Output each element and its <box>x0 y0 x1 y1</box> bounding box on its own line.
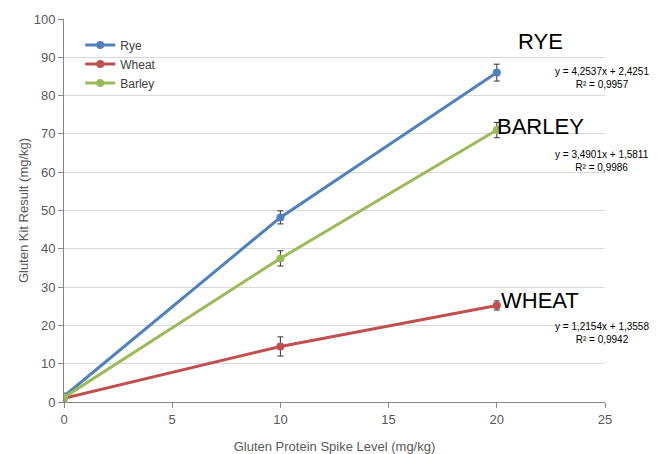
svg-text:RYE: RYE <box>518 29 563 54</box>
svg-text:Wheat: Wheat <box>120 58 155 72</box>
svg-text:0: 0 <box>60 412 67 427</box>
svg-text:y = 3,4901x + 1,5811R² = 0,998: y = 3,4901x + 1,5811R² = 0,9986 <box>555 149 649 173</box>
svg-text:y = 4,2537x + 2,4251R² = 0,995: y = 4,2537x + 2,4251R² = 0,9957 <box>555 66 649 90</box>
svg-text:20: 20 <box>490 412 504 427</box>
svg-text:90: 90 <box>41 50 55 65</box>
svg-text:70: 70 <box>41 126 55 141</box>
svg-text:80: 80 <box>41 88 55 103</box>
svg-text:0: 0 <box>48 395 55 410</box>
svg-text:BARLEY: BARLEY <box>497 114 584 139</box>
svg-text:50: 50 <box>41 203 55 218</box>
svg-text:40: 40 <box>41 241 55 256</box>
svg-text:30: 30 <box>41 280 55 295</box>
svg-text:Gluten Protein Spike Level (mg: Gluten Protein Spike Level (mg/kg) <box>234 439 436 454</box>
svg-text:100: 100 <box>34 12 56 27</box>
svg-text:Rye: Rye <box>120 39 142 53</box>
svg-text:y = 1,2154x + 1,3558R² = 0,994: y = 1,2154x + 1,3558R² = 0,9942 <box>555 321 649 345</box>
svg-text:25: 25 <box>598 412 612 427</box>
svg-text:Barley: Barley <box>120 77 154 91</box>
svg-text:15: 15 <box>381 412 395 427</box>
svg-text:60: 60 <box>41 165 55 180</box>
svg-text:10: 10 <box>41 356 55 371</box>
svg-text:Gluten Kit Result (mg/kg): Gluten Kit Result (mg/kg) <box>16 138 31 283</box>
svg-text:5: 5 <box>169 412 176 427</box>
svg-text:10: 10 <box>273 412 287 427</box>
svg-text:WHEAT: WHEAT <box>501 288 579 313</box>
svg-text:20: 20 <box>41 318 55 333</box>
